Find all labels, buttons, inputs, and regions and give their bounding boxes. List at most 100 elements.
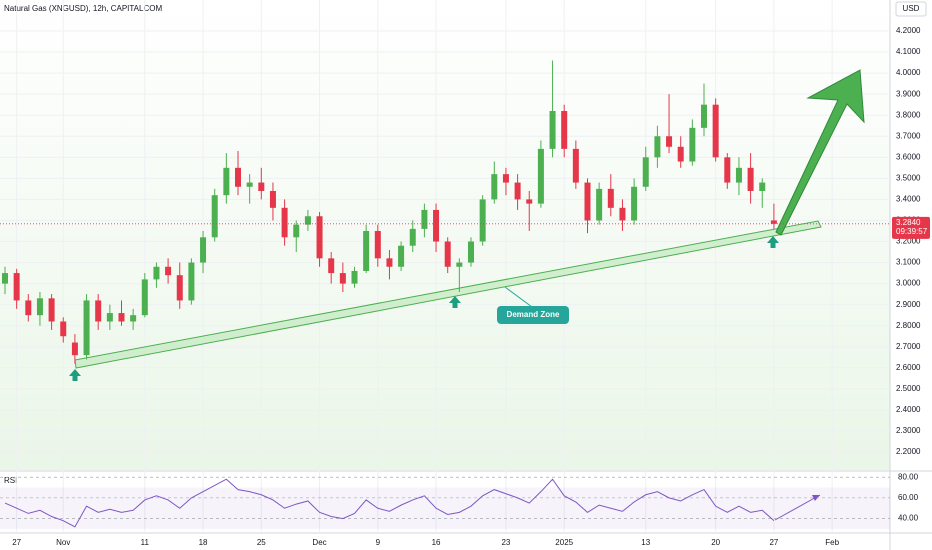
currency: USD xyxy=(903,4,920,13)
up-arrow xyxy=(69,369,81,381)
candle-body xyxy=(339,273,346,284)
candle-body xyxy=(25,300,32,316)
candle-body xyxy=(479,199,486,242)
rsi-tick-label: 80.00 xyxy=(898,472,919,481)
y-tick-label: 3.1000 xyxy=(896,258,921,267)
candle-body xyxy=(642,157,649,187)
candle-body xyxy=(281,207,288,238)
candle-body xyxy=(165,266,172,276)
last-price-box xyxy=(892,216,930,239)
chart-title: Natural Gas (XNGUSD), 12h, CAPITALCOM xyxy=(4,4,162,13)
candle-body xyxy=(619,207,626,221)
annotation: Demand Zone xyxy=(507,310,560,319)
candle-body xyxy=(36,298,43,316)
x-tick-label: 18 xyxy=(199,538,208,547)
candle-body xyxy=(712,104,719,158)
candle-body xyxy=(223,167,230,196)
x-tick-label: 11 xyxy=(141,538,150,547)
x-tick-label: Feb xyxy=(825,538,839,547)
candle-body xyxy=(514,182,521,200)
x-tick-label: 23 xyxy=(501,538,510,547)
candle-body xyxy=(398,245,405,267)
x-tick-label: 27 xyxy=(12,538,21,547)
candle-body xyxy=(246,182,253,187)
candle-body xyxy=(258,182,265,191)
up-arrow xyxy=(767,236,779,248)
candle-body xyxy=(71,342,78,356)
x-tick-label: 16 xyxy=(432,538,441,547)
y-tick-label: 3.7000 xyxy=(896,131,921,140)
candle-body xyxy=(304,216,311,225)
y-tick-label: 3.6000 xyxy=(896,152,921,161)
y-tick-label: 3.2000 xyxy=(896,237,921,246)
y-tick-label: 4.1000 xyxy=(896,47,921,56)
candle-body xyxy=(607,188,614,208)
rsi-band xyxy=(0,487,890,529)
annotation-pointer xyxy=(504,286,533,308)
candle-body xyxy=(374,230,381,259)
y-tick-label: 2.3000 xyxy=(896,426,921,435)
candle-body xyxy=(316,216,323,259)
candle-body xyxy=(735,167,742,183)
x-tick-label: Nov xyxy=(56,538,70,547)
y-tick-label: 3.0000 xyxy=(896,279,921,288)
candle-body xyxy=(584,182,591,221)
candle-body xyxy=(537,148,544,204)
y-tick-label: 3.4000 xyxy=(896,195,921,204)
y-tick-label: 4.0000 xyxy=(896,68,921,77)
candle-body xyxy=(444,241,451,267)
candle-body xyxy=(293,224,300,238)
candle-body xyxy=(211,195,218,238)
annotation-box xyxy=(497,306,569,324)
candle-body xyxy=(153,266,160,280)
last-price-label: 3.2840 xyxy=(896,218,921,227)
candle-body xyxy=(759,182,766,191)
candle-body xyxy=(13,273,20,301)
candle-body xyxy=(48,298,55,322)
candle-body xyxy=(572,148,579,183)
candle-body xyxy=(561,110,568,149)
candle-body xyxy=(95,300,102,322)
candle-body xyxy=(130,315,137,322)
candle-body xyxy=(141,279,148,316)
rsi-line xyxy=(4,478,775,528)
candle-body xyxy=(456,262,463,267)
candle-body xyxy=(526,199,533,204)
candle-body xyxy=(689,127,696,162)
grid xyxy=(0,0,890,533)
rsi-label: RSI xyxy=(4,476,17,485)
x-tick-label: 27 xyxy=(769,538,778,547)
candle-body xyxy=(724,157,731,183)
candle-body xyxy=(2,273,8,284)
candle-body xyxy=(596,188,603,221)
currency-box[interactable] xyxy=(895,1,927,17)
candle-body xyxy=(421,209,428,229)
candle-body xyxy=(654,136,661,158)
candle-body xyxy=(386,258,393,267)
candle-body xyxy=(631,186,638,221)
y-tick-label: 2.4000 xyxy=(896,405,921,414)
candle-body xyxy=(269,190,276,208)
y-tick-label: 3.5000 xyxy=(896,173,921,182)
rsi-projection xyxy=(774,494,821,521)
rsi-tick-label: 40.00 xyxy=(898,514,919,523)
x-tick-label: 9 xyxy=(376,538,381,547)
candle-body xyxy=(468,241,474,263)
big-arrow xyxy=(775,69,865,236)
arrows xyxy=(69,236,779,381)
rsi-tick-label: 60.00 xyxy=(898,493,919,502)
x-tick-label: 20 xyxy=(711,538,720,547)
countdown: 09:39:57 xyxy=(896,227,928,236)
candle-body xyxy=(549,110,556,149)
candle-body xyxy=(677,146,684,162)
candle-body xyxy=(666,136,673,147)
candle-body xyxy=(770,220,777,224)
y-tick-label: 2.8000 xyxy=(896,321,921,330)
candle-body xyxy=(176,275,183,301)
y-tick-label: 2.9000 xyxy=(896,300,921,309)
y-tick-label: 2.5000 xyxy=(896,384,921,393)
y-tick-label: 2.6000 xyxy=(896,363,921,372)
candle-body xyxy=(433,209,440,242)
x-tick-label: 13 xyxy=(641,538,650,547)
